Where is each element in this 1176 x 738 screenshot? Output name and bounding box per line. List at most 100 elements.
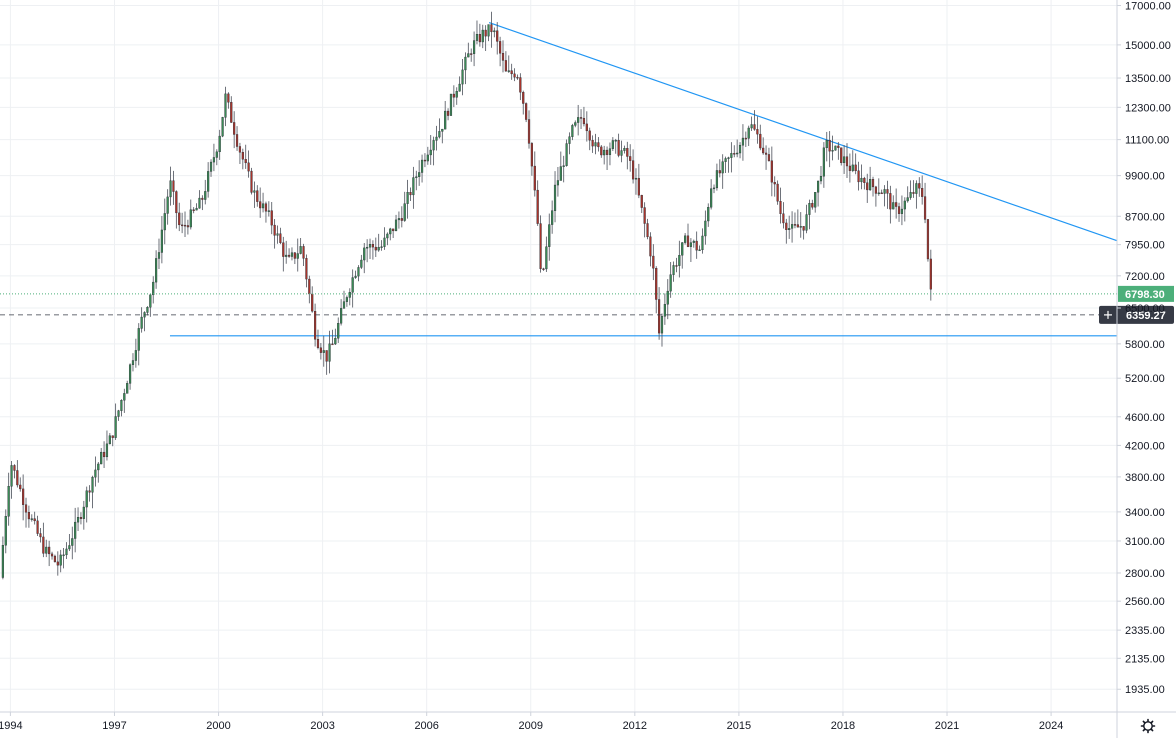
y-tick-label: 6500.00 <box>1125 303 1165 315</box>
candle-down <box>629 156 632 161</box>
candle-up <box>692 240 695 243</box>
candle-up <box>209 161 213 172</box>
candle-down <box>470 53 473 55</box>
x-tick-label: 2000 <box>206 720 230 732</box>
candle-up <box>76 517 80 523</box>
candle-down <box>230 102 233 123</box>
candle-down <box>695 240 698 251</box>
candle-down <box>13 465 16 471</box>
candle-up <box>814 192 817 208</box>
y-tick-label: 2560.00 <box>1125 596 1165 608</box>
candle-up <box>698 249 701 252</box>
candle-down <box>316 339 320 348</box>
candle-down <box>525 103 528 120</box>
candle-up <box>915 183 918 194</box>
candle-up <box>91 476 94 493</box>
y-tick-label: 2800.00 <box>1125 568 1165 580</box>
candle-up <box>45 546 48 554</box>
candle-down <box>259 201 262 209</box>
candle-up <box>137 328 140 351</box>
candle-up <box>360 259 363 268</box>
candle-up <box>204 191 207 200</box>
candle-up <box>660 316 664 334</box>
candle-up <box>94 469 97 478</box>
x-tick-label: 1994 <box>0 720 23 732</box>
candle-down <box>753 124 756 130</box>
candle-up <box>59 554 62 566</box>
candle-up <box>140 316 143 329</box>
candle-down <box>802 226 805 231</box>
candle-up <box>403 203 406 221</box>
y-tick-label: 3100.00 <box>1125 536 1165 548</box>
candle-down <box>854 164 857 172</box>
candle-up <box>163 213 166 231</box>
candle-up <box>574 122 577 126</box>
candle-up <box>892 202 895 210</box>
candle-up <box>472 40 476 54</box>
settings-gear-icon[interactable] <box>1140 718 1156 734</box>
candle-up <box>166 196 169 214</box>
candle-down <box>886 189 889 194</box>
candle-up <box>342 301 346 309</box>
candle-down <box>53 555 57 563</box>
candle-up <box>357 267 360 277</box>
candle-up <box>105 443 109 458</box>
candle-up <box>71 538 74 546</box>
candle-up <box>614 139 617 142</box>
y-tick-label: 3400.00 <box>1125 507 1165 519</box>
candle-down <box>19 484 22 490</box>
candle-down <box>895 202 898 207</box>
drawing-layer[interactable] <box>169 22 1118 337</box>
candle-up <box>418 172 421 177</box>
candle-down <box>478 34 481 43</box>
candle-down <box>235 134 239 147</box>
candle-up <box>131 360 135 365</box>
candle-up <box>348 292 351 298</box>
candle-down <box>279 233 282 243</box>
x-tick-label: 2009 <box>519 720 543 732</box>
y-tick-label: 3800.00 <box>1125 472 1165 484</box>
candle-up <box>207 171 210 192</box>
candle-down <box>256 190 259 202</box>
candle-down <box>325 350 328 362</box>
candle-up <box>65 548 68 556</box>
candle-down <box>764 152 768 155</box>
candle-down <box>536 189 539 224</box>
candle-up <box>285 254 288 257</box>
time-axis[interactable]: 1994 1997 2000 2003 2006 2009 2012 2015 2018 2021… <box>0 711 1176 732</box>
candle-up <box>799 226 802 228</box>
candle-up <box>97 463 100 471</box>
candle-up <box>551 210 554 225</box>
candle-down <box>921 188 924 197</box>
candle-down <box>533 165 536 191</box>
candle-down <box>244 159 247 164</box>
candle-down <box>530 143 534 167</box>
candle-up <box>556 180 560 186</box>
candle-up <box>805 214 808 231</box>
candle-up <box>441 128 444 132</box>
price-axis[interactable]: 17000.00 15000.00 13500.00 12300.00 11100.00… <box>1116 0 1171 738</box>
candle-up <box>218 135 221 153</box>
candle-down <box>314 311 317 340</box>
candle-up <box>545 246 548 270</box>
candle-down <box>848 165 851 171</box>
candle-down <box>617 139 620 156</box>
candle-up <box>577 117 580 123</box>
candle-down <box>640 194 643 208</box>
candle-up <box>704 220 707 237</box>
candle-up <box>224 93 227 118</box>
candle-down <box>600 146 603 156</box>
candle-up <box>860 177 863 183</box>
candle-up <box>334 338 337 345</box>
candle-down <box>756 129 759 135</box>
resistance-trendline[interactable] <box>488 22 1118 242</box>
candle-down <box>626 148 629 157</box>
candle-down <box>111 435 114 438</box>
x-tick-label: 1997 <box>102 720 126 732</box>
candle-up <box>707 207 710 222</box>
candle-up <box>831 150 834 152</box>
candle-down <box>655 268 658 300</box>
candle-up <box>738 144 742 154</box>
